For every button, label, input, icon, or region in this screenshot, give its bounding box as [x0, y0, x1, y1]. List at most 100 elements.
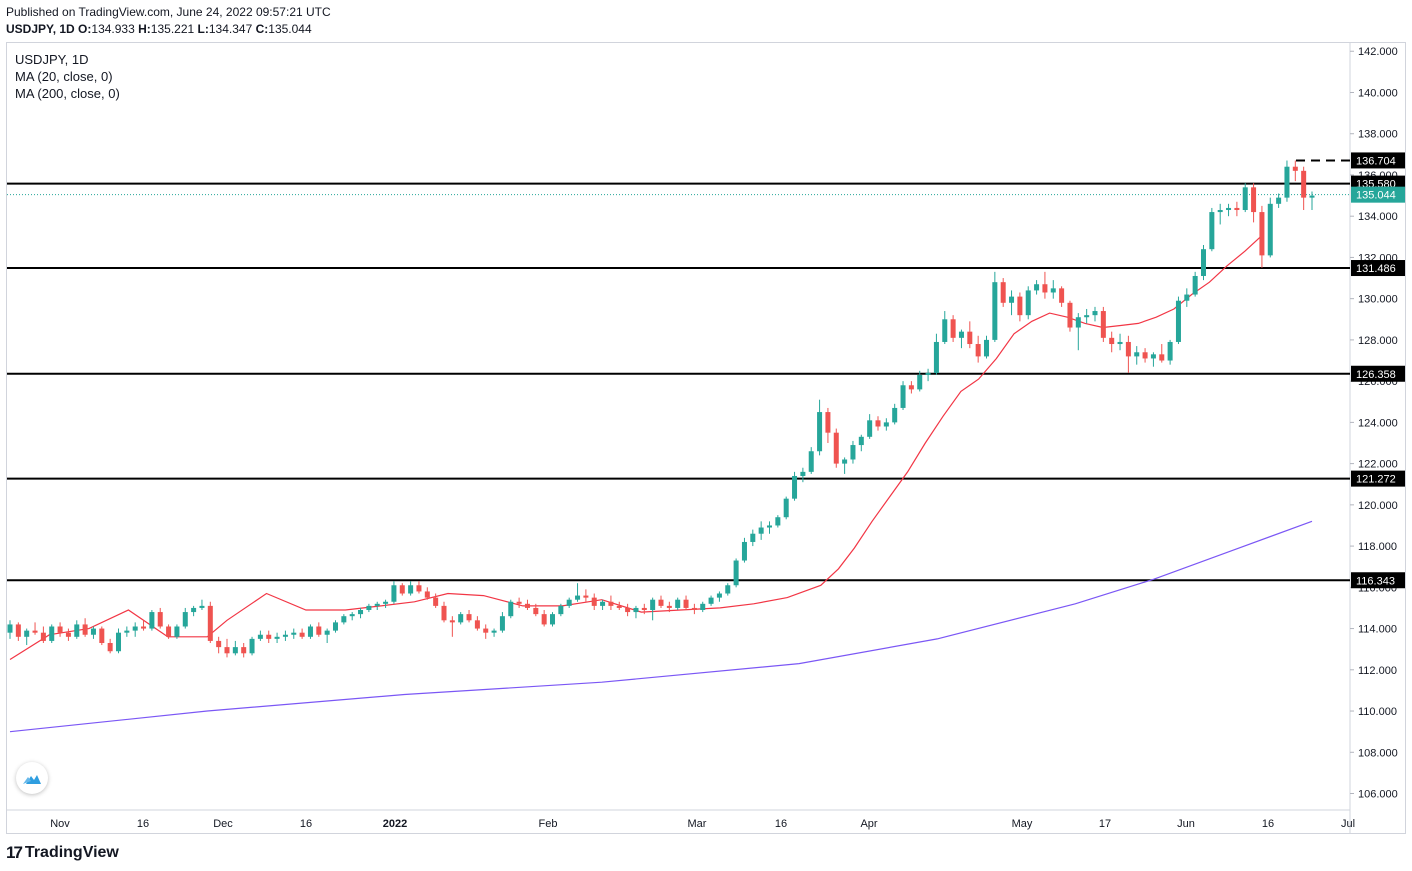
candle[interactable] [399, 583, 405, 596]
candle[interactable] [416, 581, 422, 594]
candle[interactable] [675, 597, 681, 611]
candle[interactable] [90, 626, 96, 639]
candle[interactable] [115, 628, 122, 654]
candle[interactable] [241, 642, 247, 658]
candle[interactable] [24, 628, 30, 646]
candle[interactable] [299, 628, 305, 639]
candle[interactable] [1217, 203, 1223, 225]
candle[interactable] [1034, 280, 1040, 295]
candle[interactable] [583, 589, 589, 602]
candle[interactable] [600, 599, 606, 611]
candle[interactable] [1284, 160, 1290, 202]
candle[interactable] [1000, 278, 1006, 307]
candle[interactable] [291, 628, 297, 639]
candle[interactable] [474, 616, 480, 631]
candle[interactable] [750, 529, 756, 547]
candle[interactable] [232, 640, 238, 656]
candle[interactable] [32, 622, 38, 635]
candle[interactable] [549, 612, 556, 627]
candle[interactable] [1134, 346, 1140, 365]
candle[interactable] [917, 370, 923, 392]
candle[interactable] [1075, 313, 1081, 351]
candle[interactable] [1234, 201, 1240, 217]
candle[interactable] [875, 416, 881, 431]
candle[interactable] [257, 630, 263, 641]
candle[interactable] [1192, 271, 1198, 297]
candle[interactable] [983, 335, 990, 359]
candle[interactable] [82, 618, 88, 637]
candle[interactable] [266, 630, 272, 643]
candle[interactable] [57, 622, 63, 637]
candle[interactable] [141, 620, 147, 631]
candle[interactable] [1125, 335, 1131, 373]
tradingview-logo[interactable]: 17 TradingView [6, 843, 119, 863]
candle[interactable] [466, 610, 472, 623]
candle[interactable] [40, 626, 46, 643]
candle[interactable] [1092, 306, 1098, 322]
candle[interactable] [967, 321, 973, 349]
candle[interactable] [424, 587, 430, 600]
candle[interactable] [892, 403, 898, 425]
candle[interactable] [950, 315, 956, 342]
candle[interactable] [316, 622, 322, 637]
candle[interactable] [99, 626, 105, 646]
candle[interactable] [491, 628, 497, 637]
candle[interactable] [566, 597, 572, 608]
candle[interactable] [249, 636, 255, 656]
candle[interactable] [383, 599, 389, 608]
candle[interactable] [1200, 245, 1207, 281]
candle[interactable] [332, 620, 339, 633]
candle[interactable] [633, 605, 639, 619]
candle[interactable] [49, 624, 55, 643]
candle[interactable] [433, 593, 439, 608]
candle[interactable] [1276, 193, 1282, 208]
candle[interactable] [1025, 286, 1031, 320]
candle[interactable] [366, 603, 372, 613]
candle[interactable] [1084, 308, 1090, 324]
candle[interactable] [449, 616, 455, 637]
legend-ma20[interactable]: MA (20, close, 0) [15, 69, 113, 84]
candle[interactable] [1175, 296, 1181, 345]
candle[interactable] [541, 610, 547, 627]
candle[interactable] [1301, 166, 1307, 211]
candle[interactable] [1259, 205, 1265, 268]
candle[interactable] [1009, 290, 1015, 316]
candle[interactable] [274, 632, 280, 643]
candle[interactable] [533, 603, 539, 617]
candle[interactable] [883, 418, 889, 431]
candle[interactable] [1042, 271, 1048, 299]
candle[interactable] [558, 603, 564, 617]
candle[interactable] [324, 628, 330, 643]
candle[interactable] [1142, 348, 1148, 363]
candle[interactable] [1067, 300, 1073, 332]
candle[interactable] [182, 607, 188, 629]
candle[interactable] [1150, 352, 1156, 367]
candle[interactable] [199, 599, 205, 611]
candle[interactable] [1267, 197, 1273, 258]
candle[interactable] [650, 597, 656, 621]
legend-ma200[interactable]: MA (200, close, 0) [15, 86, 120, 101]
candle[interactable] [858, 434, 864, 452]
candle[interactable] [867, 414, 873, 439]
candle[interactable] [817, 399, 823, 456]
candle[interactable] [132, 622, 138, 637]
candle[interactable] [149, 610, 155, 631]
candle[interactable] [842, 457, 848, 474]
candle[interactable] [992, 271, 998, 342]
candle[interactable] [124, 626, 130, 637]
candle[interactable] [524, 599, 530, 611]
candle[interactable] [74, 620, 80, 639]
candle[interactable] [358, 607, 364, 619]
candle[interactable] [157, 607, 163, 629]
candle[interactable] [174, 624, 180, 639]
candle[interactable] [925, 368, 931, 382]
candle[interactable] [207, 601, 213, 643]
candle[interactable] [616, 601, 622, 611]
candle[interactable] [958, 329, 964, 349]
candle[interactable] [1050, 280, 1056, 299]
candle[interactable] [792, 471, 798, 501]
candle[interactable] [766, 521, 773, 534]
candle[interactable] [900, 381, 906, 411]
candle[interactable] [1100, 306, 1106, 342]
